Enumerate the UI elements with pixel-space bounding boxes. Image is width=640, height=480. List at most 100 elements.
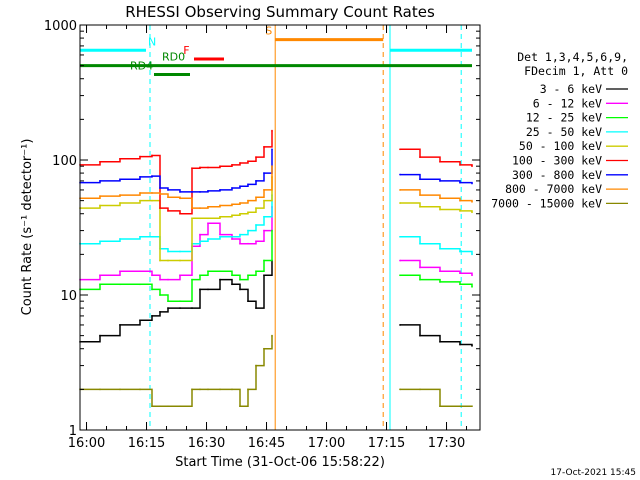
series-1-point-12 bbox=[231, 238, 233, 240]
y-axis-label: Count Rate (s⁻¹ detector⁻¹) bbox=[20, 139, 35, 316]
series-7-point-11 bbox=[219, 204, 221, 207]
series-0-point-18 bbox=[399, 324, 401, 326]
series-5-point-15 bbox=[255, 156, 257, 158]
series-4-segment-0 bbox=[80, 176, 273, 262]
series-7-point-19 bbox=[419, 194, 421, 196]
series-5-point-22 bbox=[471, 165, 473, 167]
series-0-point-6 bbox=[167, 307, 169, 309]
y-tick-label-2: 100 bbox=[52, 154, 77, 169]
series-8-point-6 bbox=[167, 405, 169, 407]
series-3-point-10 bbox=[207, 238, 209, 240]
series-8-point-8 bbox=[191, 388, 193, 391]
plot-frame bbox=[79, 24, 481, 431]
series-2-point-11 bbox=[219, 270, 221, 272]
series-7 bbox=[79, 165, 473, 209]
series-6-point-10 bbox=[207, 190, 209, 192]
series-1-point-6 bbox=[167, 278, 169, 281]
series-1-point-4 bbox=[151, 274, 153, 277]
series-1-point-2 bbox=[119, 270, 121, 272]
series-4-point-8 bbox=[191, 217, 193, 220]
series-2-point-5 bbox=[159, 294, 161, 296]
series-1 bbox=[79, 206, 473, 281]
series-4-point-10 bbox=[207, 217, 209, 220]
series-0-segment-0 bbox=[80, 260, 273, 343]
series-5-point-6 bbox=[167, 210, 169, 212]
series-5-point-3 bbox=[139, 155, 141, 158]
flag-label-5: S bbox=[265, 25, 272, 38]
series-1-point-19 bbox=[419, 266, 421, 269]
series-7-point-9 bbox=[199, 207, 201, 209]
legend-label-7: 800 - 7000 keV bbox=[505, 182, 602, 196]
flag-label-3: RD0 bbox=[162, 51, 185, 64]
series-5-point-13 bbox=[239, 162, 241, 164]
series-5-point-8 bbox=[191, 167, 193, 169]
series-1-point-21 bbox=[459, 272, 461, 274]
series-7-point-5 bbox=[159, 193, 161, 195]
series-2-point-17 bbox=[271, 229, 273, 232]
series-6-point-18 bbox=[399, 173, 401, 176]
series-5-point-4 bbox=[151, 154, 153, 157]
series-6-point-11 bbox=[219, 189, 221, 191]
series-8-point-11 bbox=[219, 388, 221, 391]
series-8-point-15 bbox=[255, 364, 257, 367]
series-7-point-7 bbox=[179, 197, 181, 200]
series-6-point-6 bbox=[167, 189, 169, 191]
series-5-segment-0 bbox=[80, 130, 273, 215]
series-0-point-11 bbox=[219, 278, 221, 281]
series-8-point-12 bbox=[231, 388, 233, 391]
series-6-point-13 bbox=[239, 185, 241, 187]
legend-label-6: 300 - 800 keV bbox=[512, 168, 602, 182]
series-3-point-15 bbox=[255, 224, 257, 226]
series-7-point-14 bbox=[247, 199, 249, 202]
series-6-point-19 bbox=[419, 178, 421, 181]
series-5-point-7 bbox=[179, 212, 181, 215]
series-7-point-16 bbox=[263, 189, 265, 191]
x-tick-label-1: 16:15 bbox=[128, 436, 165, 451]
series-5-point-12 bbox=[231, 164, 233, 166]
series-1-point-14 bbox=[247, 242, 249, 245]
series-3-point-19 bbox=[419, 242, 421, 245]
series-8-point-19 bbox=[419, 388, 421, 391]
series-5-point-18 bbox=[399, 148, 401, 151]
series-3 bbox=[79, 194, 473, 256]
series-0-point-16 bbox=[263, 274, 265, 277]
series-3-point-4 bbox=[151, 236, 153, 238]
series-8-point-13 bbox=[239, 405, 241, 407]
series-8-point-22 bbox=[471, 405, 473, 407]
series-2-point-6 bbox=[167, 300, 169, 302]
series-7-point-18 bbox=[399, 189, 401, 191]
series-6-point-22 bbox=[471, 182, 473, 185]
legend-label-4: 50 - 100 keV bbox=[519, 139, 602, 153]
series-3-point-1 bbox=[99, 240, 101, 243]
flag-label-4: RD4 bbox=[130, 59, 153, 72]
series-7-point-12 bbox=[231, 203, 233, 206]
series-0-point-15 bbox=[255, 307, 257, 309]
series-6-point-16 bbox=[263, 172, 265, 174]
series-5-point-2 bbox=[119, 158, 121, 160]
series-2-point-4 bbox=[151, 288, 153, 291]
series-3-point-9 bbox=[199, 240, 201, 243]
series-7-point-6 bbox=[167, 196, 169, 198]
series-8-point-5 bbox=[159, 405, 161, 407]
series-7-point-8 bbox=[191, 207, 193, 209]
series-2-point-14 bbox=[247, 274, 249, 277]
series-7-point-1 bbox=[99, 195, 101, 197]
series-0-point-2 bbox=[119, 324, 121, 326]
series-4-point-3 bbox=[139, 199, 141, 202]
series-4-point-19 bbox=[419, 206, 421, 208]
legend-label-3: 25 - 50 keV bbox=[526, 125, 602, 139]
series-4-point-11 bbox=[219, 215, 221, 218]
series-2-point-19 bbox=[419, 278, 421, 281]
series-2-point-7 bbox=[179, 300, 181, 302]
series-7-point-21 bbox=[459, 199, 461, 202]
series-0-point-12 bbox=[231, 283, 233, 286]
series-8-point-1 bbox=[99, 388, 101, 391]
series-0-point-8 bbox=[191, 307, 193, 309]
series-3-point-16 bbox=[263, 215, 265, 218]
series-3-point-14 bbox=[247, 229, 249, 232]
series-1-segment-0 bbox=[80, 206, 273, 281]
series-0-point-7 bbox=[179, 307, 181, 309]
series-8-point-3 bbox=[139, 388, 141, 391]
series-5 bbox=[79, 129, 473, 215]
series-4-point-22 bbox=[471, 211, 473, 214]
